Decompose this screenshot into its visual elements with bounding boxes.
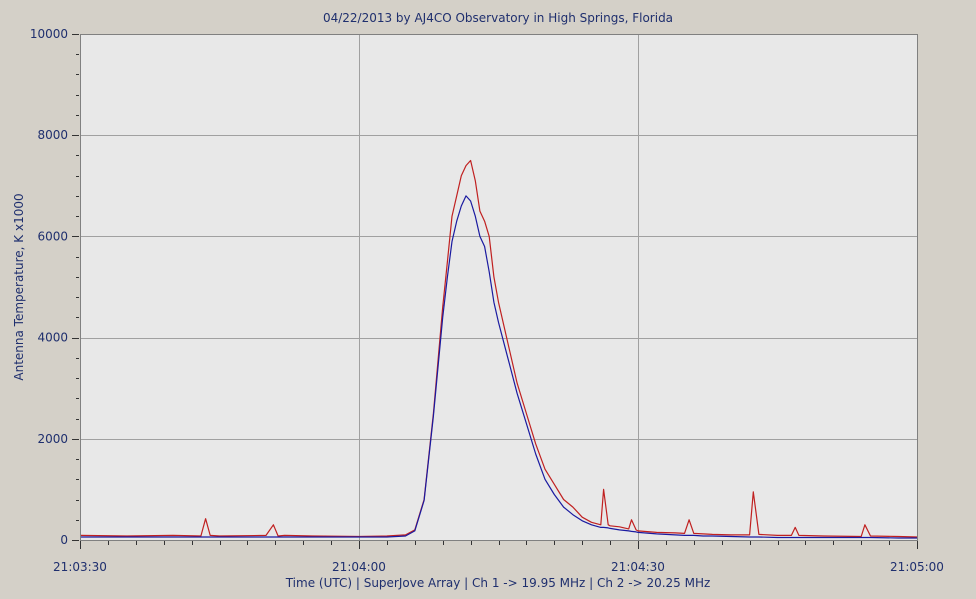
plot-area — [80, 34, 917, 540]
x-tick-label: 21:05:00 — [890, 560, 944, 574]
y-tick-label: 0 — [60, 533, 68, 547]
series-layer — [79, 159, 918, 539]
y-axis-label: Antenna Temperature, K x1000 — [12, 193, 26, 380]
y-tick-label: 2000 — [37, 432, 68, 446]
plot-border — [80, 34, 918, 541]
x-ticks: 21:03:30 21:04:00 21:04:30 21:05:00 — [53, 560, 944, 574]
chart-title: 04/22/2013 by AJ4CO Observatory in High … — [323, 11, 673, 25]
y-tick-label: 4000 — [37, 331, 68, 345]
y-tick-label: 8000 — [37, 128, 68, 142]
series-line-ch1 — [80, 195, 917, 539]
series-line-ch2 — [79, 159, 918, 538]
x-tick-label: 21:03:30 — [53, 560, 107, 574]
y-ticks: 0 2000 4000 6000 8000 10000 — [30, 27, 68, 547]
y-tick-label: 10000 — [30, 27, 68, 41]
y-tick-label: 6000 — [37, 229, 68, 243]
x-axis-label: Time (UTC) | SuperJove Array | Ch 1 -> 1… — [285, 576, 711, 590]
x-tick-label: 21:04:00 — [332, 560, 386, 574]
minor-ticks — [72, 34, 918, 549]
x-tick-label: 21:04:30 — [611, 560, 665, 574]
